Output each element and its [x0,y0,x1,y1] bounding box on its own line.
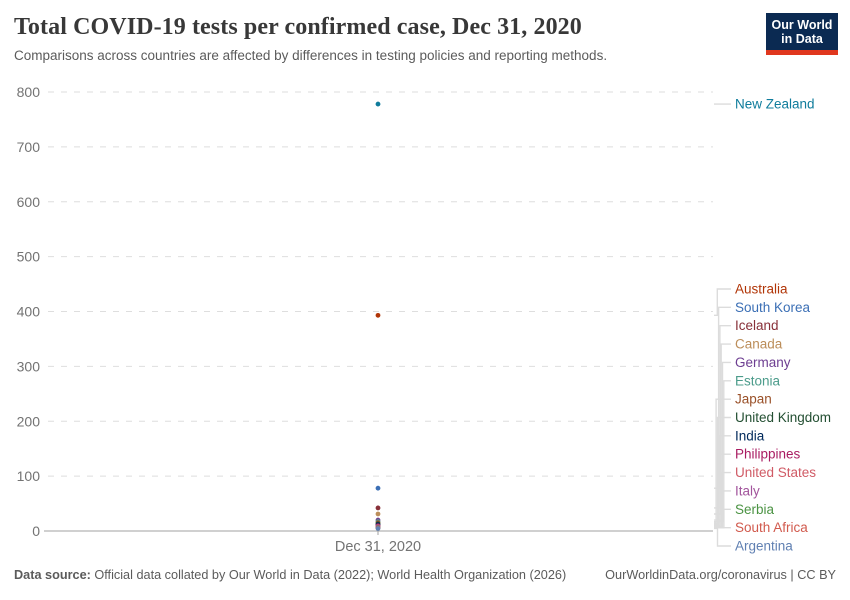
chart-header: Total COVID-19 tests per confirmed case,… [14,14,744,63]
label-connector-australia [714,288,731,317]
y-tick-label-700: 700 [17,139,41,155]
y-tick-label-0: 0 [32,523,40,539]
country-label-argentina[interactable]: Argentina [735,539,793,554]
logo-text-line1: Our World [771,18,833,32]
y-tick-label-300: 300 [17,358,41,374]
y-tick-label-600: 600 [17,194,41,210]
data-point-south-korea[interactable] [375,485,381,491]
country-label-india[interactable]: India [735,428,765,443]
country-label-japan[interactable]: Japan [735,392,772,407]
country-label-new-zealand[interactable]: New Zealand [735,97,815,112]
country-label-germany[interactable]: Germany [735,355,791,370]
country-label-serbia[interactable]: Serbia [735,502,775,517]
data-point-australia[interactable] [375,312,381,318]
country-label-united-kingdom[interactable]: United Kingdom [735,410,831,425]
country-label-italy[interactable]: Italy [735,483,760,498]
data-point-argentina[interactable] [375,526,381,531]
y-tick-label-500: 500 [17,249,41,265]
page-title: Total COVID-19 tests per confirmed case,… [14,14,582,40]
data-source-note: Data source: Official data collated by O… [14,568,566,582]
label-connector-philippines [714,453,731,527]
country-label-australia[interactable]: Australia [735,282,788,297]
y-tick-label-400: 400 [17,304,41,320]
y-tick-label-200: 200 [17,413,41,429]
data-source-label: Data source: [14,568,91,582]
y-tick-label-800: 800 [17,84,41,100]
label-connector-india [714,435,731,526]
country-label-south-africa[interactable]: South Africa [735,520,808,535]
country-label-estonia[interactable]: Estonia [735,373,781,388]
page-subtitle: Comparisons across countries are affecte… [14,48,608,63]
country-label-philippines[interactable]: Philippines [735,447,801,462]
data-point-canada[interactable] [375,511,381,517]
x-tick-label: Dec 31, 2020 [335,539,421,555]
y-tick-label-100: 100 [17,468,41,484]
label-connector-united-kingdom [714,416,731,525]
data-source-text: Official data collated by Our World in D… [90,568,567,582]
owid-logo[interactable]: Our World in Data [766,13,838,55]
logo-text-line2: in Data [781,32,823,46]
footer-license-link[interactable]: OurWorldinData.org/coronavirus | CC BY [605,568,836,582]
country-label-south-korea[interactable]: South Korea [735,300,811,315]
label-connector-argentina [714,527,731,547]
data-point-new-zealand[interactable] [375,101,381,107]
country-label-iceland[interactable]: Iceland [735,318,779,333]
label-connector-italy [714,490,731,528]
country-label-canada[interactable]: Canada [735,337,783,352]
chart-footer: Data source: Official data collated by O… [14,568,836,582]
country-label-united-states[interactable]: United States [735,465,816,480]
data-point-iceland[interactable] [375,505,381,511]
label-connector-japan [714,398,731,524]
